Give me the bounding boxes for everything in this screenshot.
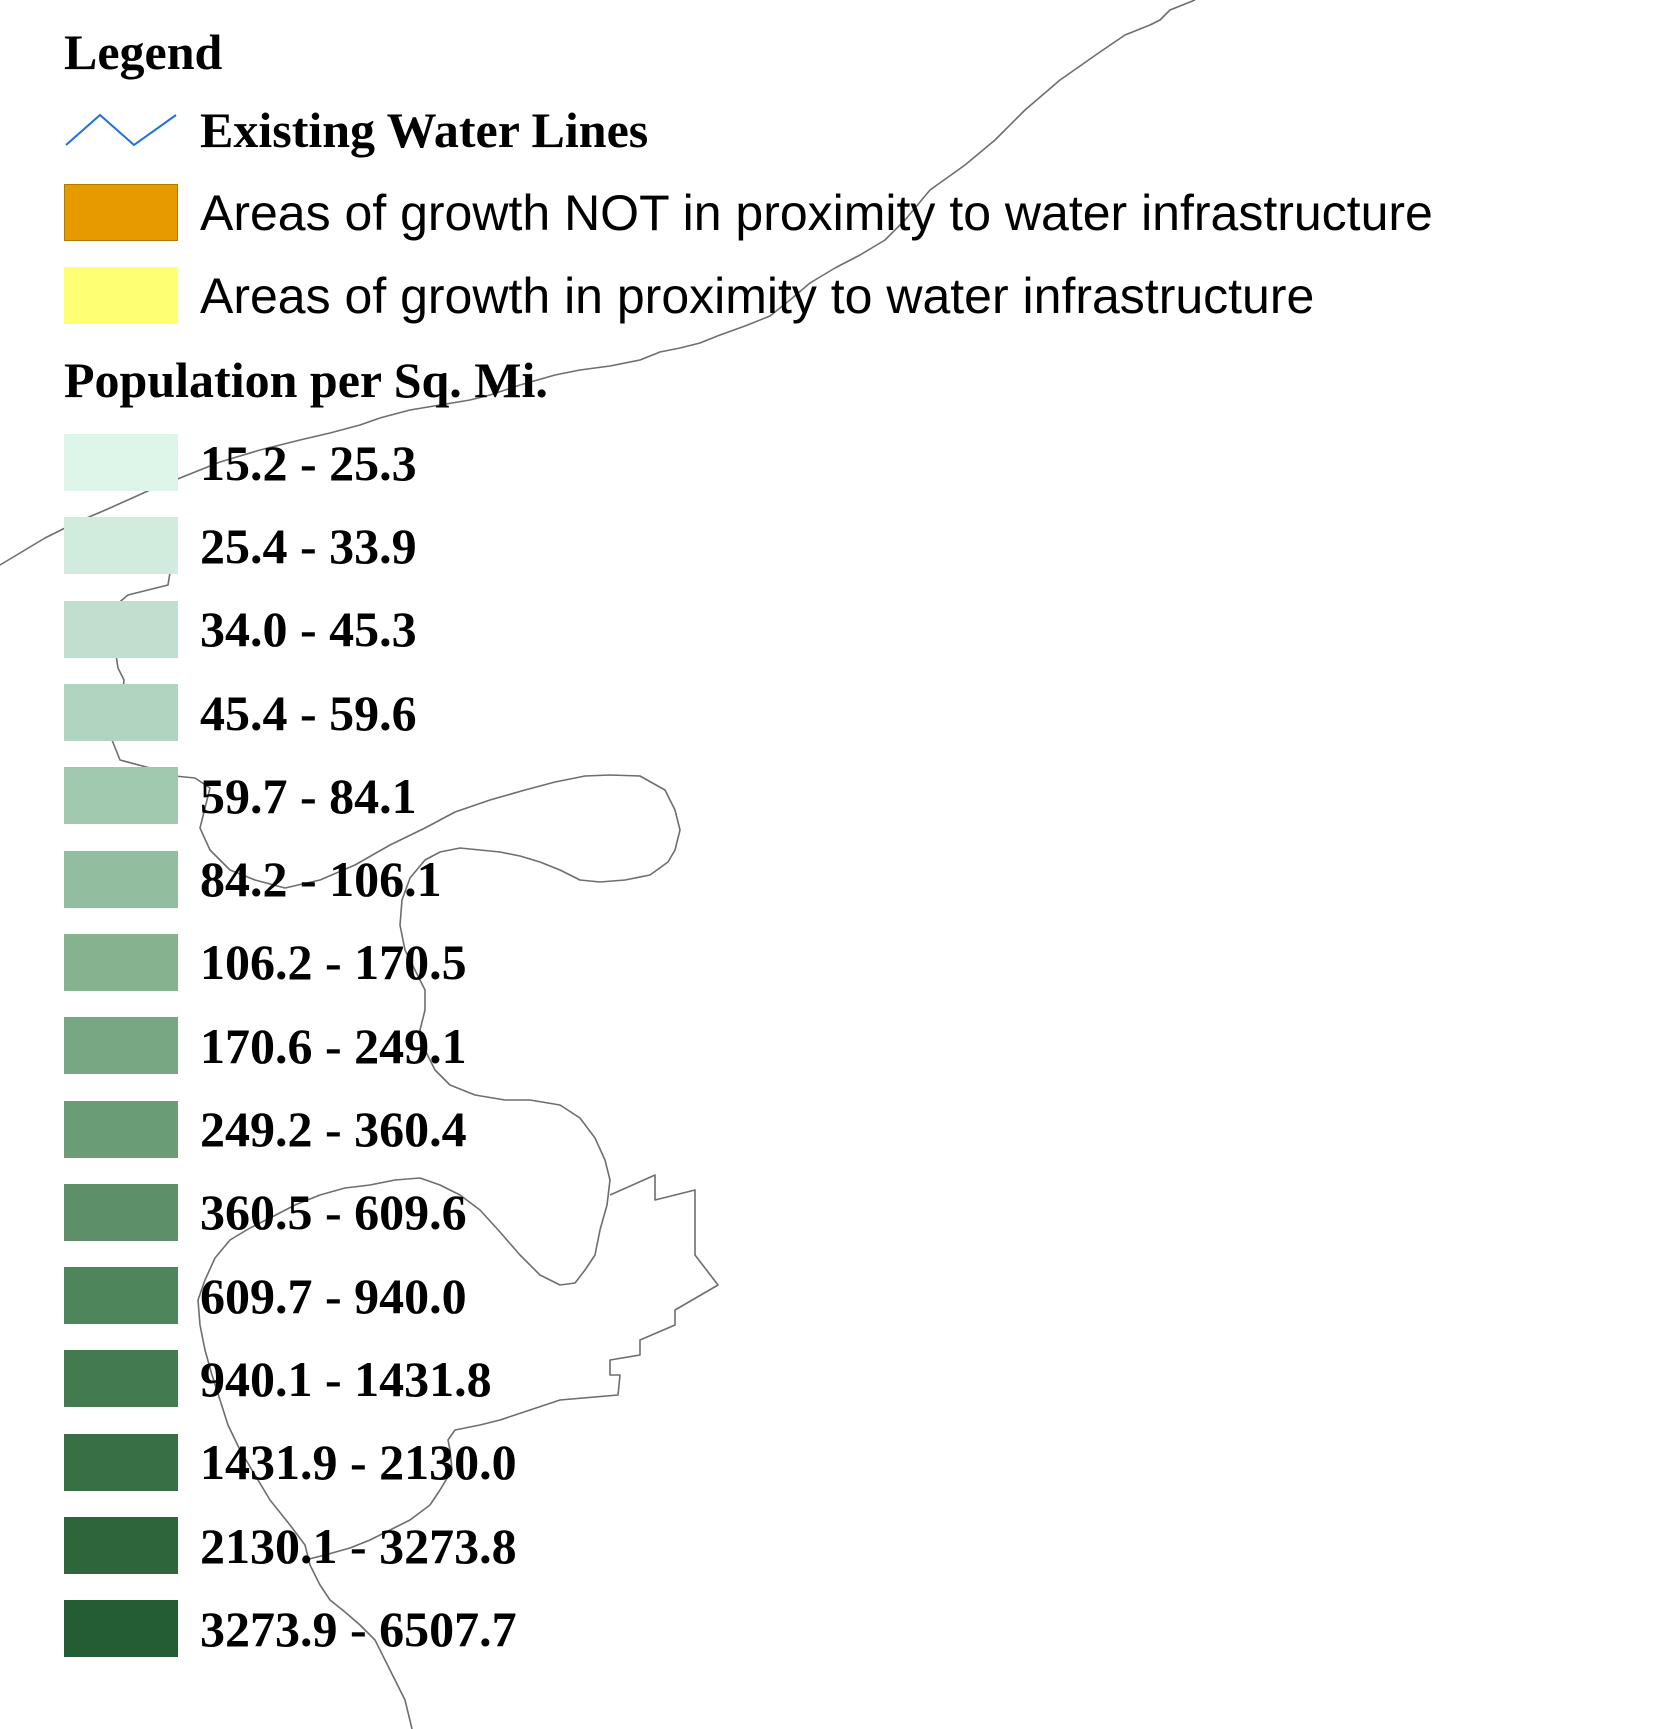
population-class-label: 15.2 - 25.3 (200, 434, 417, 491)
population-class-item: 170.6 - 249.1 (64, 1004, 1624, 1087)
population-class-swatch (64, 1600, 178, 1658)
population-class-swatch (64, 1100, 178, 1158)
population-class-item: 3273.9 - 6507.7 (64, 1587, 1624, 1670)
population-class-label: 1431.9 - 2130.0 (200, 1434, 517, 1491)
population-class-swatch (64, 1350, 178, 1408)
population-class-label: 84.2 - 106.1 (200, 851, 442, 908)
population-class-item: 360.5 - 609.6 (64, 1171, 1624, 1254)
growth-not-near-water-label: Areas of growth NOT in proximity to wate… (200, 184, 1433, 241)
population-class-swatch (64, 600, 178, 658)
population-class-swatch (64, 434, 178, 492)
legend-item-growth-not-near-water: Areas of growth NOT in proximity to wate… (64, 171, 1624, 254)
population-heading: Population per Sq. Mi. (64, 352, 548, 408)
population-class-swatch (64, 684, 178, 742)
population-class-swatch (64, 1183, 178, 1241)
water-lines-label: Existing Water Lines (200, 101, 649, 158)
population-class-label: 249.2 - 360.4 (200, 1101, 467, 1158)
growth-not-near-water-swatch (64, 184, 178, 241)
population-class-label: 3273.9 - 6507.7 (200, 1600, 517, 1657)
population-class-item: 940.1 - 1431.8 (64, 1337, 1624, 1420)
population-class-item: 59.7 - 84.1 (64, 754, 1624, 837)
population-class-item: 34.0 - 45.3 (64, 588, 1624, 671)
population-class-swatch (64, 1517, 178, 1574)
legend-item-water-lines: Existing Water Lines (64, 88, 1624, 171)
population-class-label: 25.4 - 33.9 (200, 517, 417, 574)
population-class-swatch (64, 1017, 178, 1075)
population-class-label: 34.0 - 45.3 (200, 601, 417, 658)
population-class-item: 15.2 - 25.3 (64, 421, 1624, 504)
population-class-item: 45.4 - 59.6 (64, 671, 1624, 754)
population-class-label: 106.2 - 170.5 (200, 934, 467, 991)
population-class-item: 2130.1 - 3273.8 (64, 1504, 1624, 1587)
population-class-label: 609.7 - 940.0 (200, 1267, 467, 1324)
population-class-swatch (64, 1267, 178, 1325)
population-class-label: 59.7 - 84.1 (200, 767, 417, 824)
legend-title: Legend (64, 24, 223, 80)
population-class-item: 84.2 - 106.1 (64, 837, 1624, 920)
legend-item-growth-near-water: Areas of growth in proximity to water in… (64, 254, 1624, 337)
population-class-item: 1431.9 - 2130.0 (64, 1421, 1624, 1504)
population-class-item: 609.7 - 940.0 (64, 1254, 1624, 1337)
population-class-swatch (64, 767, 178, 825)
population-class-swatch (64, 850, 178, 908)
boundary-line-north (0, 0, 1196, 566)
growth-near-water-swatch (64, 267, 178, 324)
population-class-list: 15.2 - 25.3 25.4 - 33.9 34.0 - 45.3 45.4 - … (64, 421, 1624, 1670)
population-class-swatch (64, 1433, 178, 1491)
population-class-item: 106.2 - 170.5 (64, 921, 1624, 1004)
population-class-swatch (64, 517, 178, 575)
zigzag-line-icon (64, 101, 178, 158)
growth-near-water-label: Areas of growth in proximity to water in… (200, 267, 1315, 324)
population-class-label: 45.4 - 59.6 (200, 684, 417, 741)
population-class-label: 2130.1 - 3273.8 (200, 1517, 517, 1574)
population-class-label: 170.6 - 249.1 (200, 1017, 467, 1074)
population-class-item: 249.2 - 360.4 (64, 1087, 1624, 1170)
boundary-line-east (304, 1174, 719, 1561)
population-class-item: 25.4 - 33.9 (64, 504, 1624, 587)
map-legend: Legend Existing Water Lines Areas of gro… (64, 22, 1624, 1670)
population-class-swatch (64, 933, 178, 991)
population-class-label: 360.5 - 609.6 (200, 1184, 467, 1241)
boundary-line-west (109, 539, 681, 1729)
population-class-label: 940.1 - 1431.8 (200, 1350, 492, 1407)
